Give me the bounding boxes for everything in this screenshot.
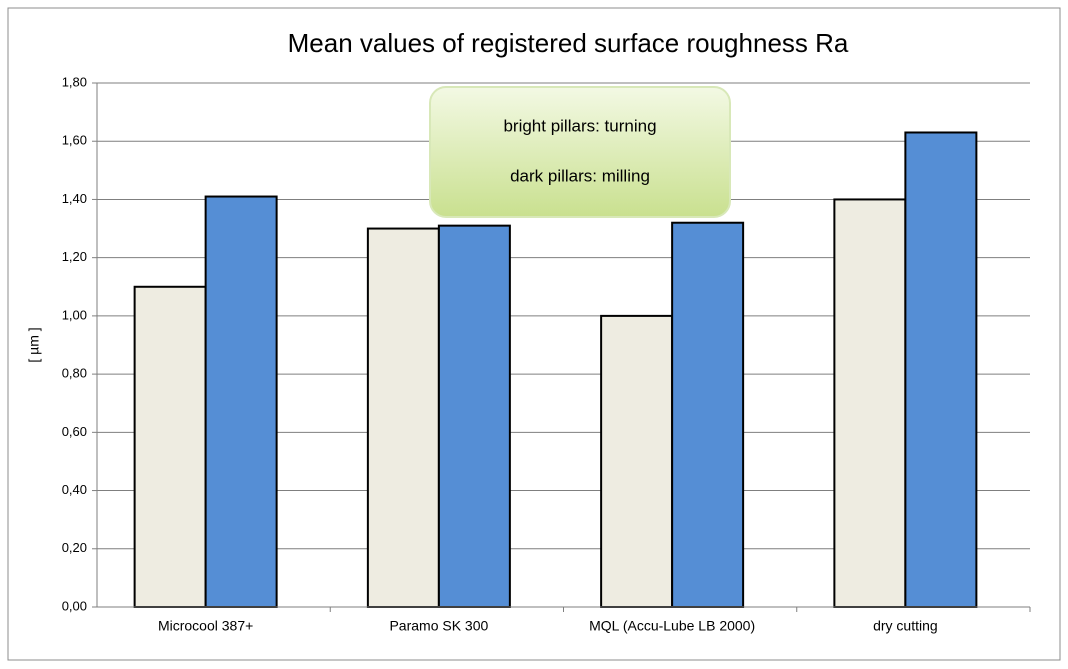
bar <box>833 198 907 608</box>
x-tick-label: MQL (Accu-Lube LB 2000) <box>589 618 755 634</box>
plot-area: 0,00 0,20 0,40 0,60 0,80 1,00 1,20 1,40 1,60 1,80… <box>62 74 1031 634</box>
bar <box>600 314 674 608</box>
bar <box>904 131 978 608</box>
y-tick-label: 1,40 <box>62 191 87 206</box>
x-tick-label: Microcool 387+ <box>158 618 253 634</box>
y-axis-label: [ µm ] <box>26 327 42 362</box>
bar <box>366 227 440 609</box>
x-tick-label: dry cutting <box>873 618 938 634</box>
y-tick-label: 1,80 <box>62 74 87 89</box>
annotation-box <box>429 86 731 218</box>
annotation: bright pillars: turning <box>503 116 656 135</box>
bar <box>133 285 207 608</box>
y-tick-label: 1,00 <box>62 307 87 322</box>
y-tick-label: 1,20 <box>62 249 87 264</box>
y-tick-label: 0,20 <box>62 540 87 555</box>
bar <box>437 224 511 608</box>
x-tick-label: Paramo SK 300 <box>389 618 488 634</box>
y-tick-label: 0,60 <box>62 424 87 439</box>
y-tick-label: 0,40 <box>62 482 87 497</box>
y-tick-label: 1,60 <box>62 133 87 148</box>
annotation: dark pillars: milling <box>510 166 650 185</box>
y-tick-label: 0,00 <box>62 598 87 613</box>
y-tick-label: 0,80 <box>62 366 87 381</box>
chart-title: Mean values of registered surface roughn… <box>288 28 849 58</box>
bar <box>671 221 745 608</box>
bar <box>204 195 278 609</box>
